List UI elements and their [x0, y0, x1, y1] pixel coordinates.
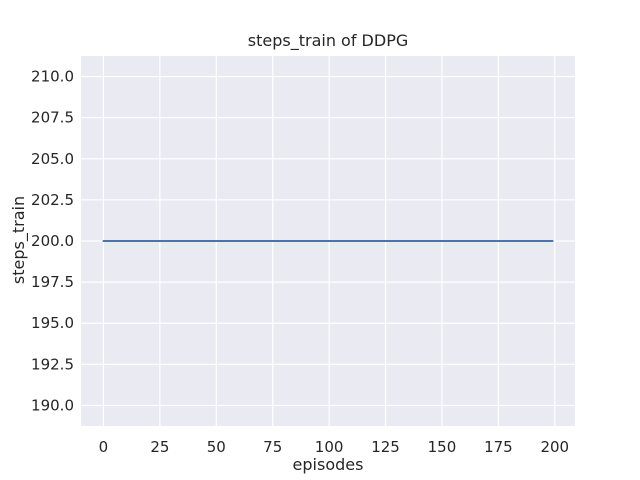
y-tick-label: 205.0 — [31, 150, 74, 168]
x-tick-label: 200 — [540, 438, 569, 456]
y-tick-label: 190.0 — [31, 396, 74, 414]
y-tick-label: 200.0 — [31, 232, 74, 250]
y-tick-label: 202.5 — [31, 191, 74, 209]
y-tick-label: 197.5 — [31, 273, 74, 291]
x-tick-label: 0 — [99, 438, 109, 456]
x-axis-label: episodes — [292, 455, 364, 474]
chart-title: steps_train of DDPG — [247, 31, 409, 50]
y-tick-label: 192.5 — [31, 355, 74, 373]
x-tick-label: 100 — [315, 438, 344, 456]
x-tick-label: 150 — [428, 438, 457, 456]
x-tick-label: 25 — [150, 438, 169, 456]
y-tick-label: 207.5 — [31, 109, 74, 127]
y-axis-label: steps_train — [9, 195, 28, 285]
x-tick-label: 50 — [207, 438, 226, 456]
y-tick-label: 210.0 — [31, 68, 74, 86]
y-tick-label: 195.0 — [31, 314, 74, 332]
x-tick-label: 75 — [263, 438, 282, 456]
x-tick-label: 125 — [371, 438, 400, 456]
x-tick-label: 175 — [484, 438, 513, 456]
